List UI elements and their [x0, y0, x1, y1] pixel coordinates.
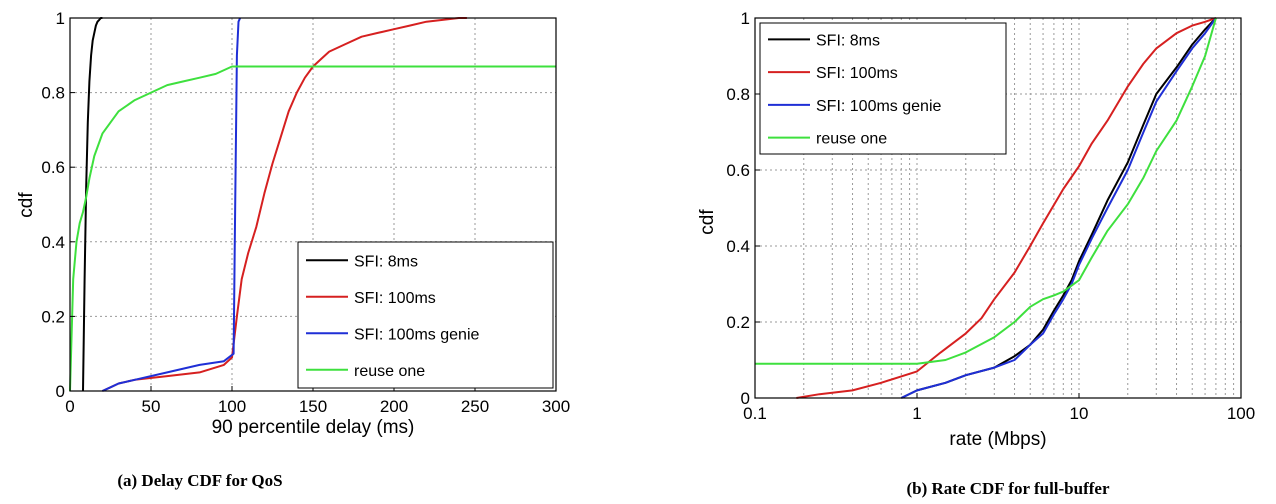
plot-frame-b: [754, 17, 1242, 399]
tick-labels-b: 0.1 1 10 100 0 0.2 0.4 0.6 0.8 1: [726, 9, 1255, 423]
y-tick-label: 1: [741, 9, 750, 28]
legend-box: [297, 241, 554, 389]
tick-labels-a: 0 50 100 150 200 250 300 0 0.2 0.4 0.6 0.8 1: [41, 9, 570, 416]
series-b: [755, 17, 1217, 399]
y-tick-label: 0.8: [41, 84, 65, 103]
legend-label: SFI: 100ms: [354, 290, 436, 307]
x-axis-label-b: rate (Mbps): [949, 429, 1046, 450]
y-tick-label: 0.2: [41, 307, 65, 326]
series-line-sfi-100ms: [796, 17, 1217, 399]
series-line-reuse-one: [69, 65, 556, 392]
series-line-sfi-100ms: [101, 17, 467, 392]
x-tick-label: 1: [912, 404, 921, 423]
caption-a: (a) Delay CDF for QoS: [117, 471, 282, 490]
legend-label: SFI: 100ms: [816, 65, 898, 82]
x-tick-label: 250: [461, 397, 489, 416]
x-tick-label: 50: [142, 397, 161, 416]
series-line-reuse-one: [755, 17, 1217, 365]
x-tick-label: 150: [299, 397, 327, 416]
legend-label: reuse one: [354, 363, 425, 380]
legend-label: SFI: 8ms: [816, 32, 880, 49]
y-tick-label: 0.4: [41, 233, 65, 252]
y-axis-label-b: cdf: [697, 209, 718, 235]
legend-a: SFI: 8ms SFI: 100ms SFI: 100ms genie reuse …: [297, 241, 554, 389]
y-tick-label: 0: [56, 382, 65, 401]
series-a: [69, 17, 556, 392]
x-tick-label: 200: [380, 397, 408, 416]
y-tick-label: 0.6: [726, 161, 750, 180]
x-tick-label: 0.1: [743, 404, 767, 423]
legend-label: SFI: 100ms genie: [816, 98, 942, 115]
grid-b: [755, 18, 1241, 398]
legend-b: SFI: 8ms SFI: 100ms SFI: 100ms genie reuse …: [759, 22, 1007, 155]
series-line-sfi-100ms-genie: [900, 17, 1217, 399]
x-tick-label: 100: [1227, 404, 1255, 423]
y-tick-label: 0: [741, 389, 750, 408]
y-axis-label-a: cdf: [16, 192, 37, 218]
y-tick-label: 0.6: [41, 158, 65, 177]
y-tick-label: 0.8: [726, 85, 750, 104]
y-tick-label: 0.4: [726, 237, 750, 256]
x-axis-label-a: 90 percentile delay (ms): [212, 417, 415, 438]
y-tick-label: 0.2: [726, 313, 750, 332]
y-tick-label: 1: [56, 9, 65, 28]
legend-label: SFI: 8ms: [354, 253, 418, 270]
x-tick-label: 100: [218, 397, 246, 416]
legend-box: [759, 22, 1007, 155]
legend-label: reuse one: [816, 131, 887, 148]
delay-cdf-chart: 0 50 100 150 200 250 300 0 0.2 0.4 0.6 0.8 1 90 perc…: [16, 9, 570, 490]
legend-label: SFI: 100ms genie: [354, 326, 480, 343]
x-tick-label: 10: [1070, 404, 1089, 423]
x-tick-label: 300: [542, 397, 570, 416]
caption-b: (b) Rate CDF for full-buffer: [906, 479, 1109, 498]
series-line-sfi-8ms: [82, 17, 103, 392]
series-line-sfi-100ms-genie: [101, 17, 242, 392]
x-tick-label: 0: [65, 397, 74, 416]
